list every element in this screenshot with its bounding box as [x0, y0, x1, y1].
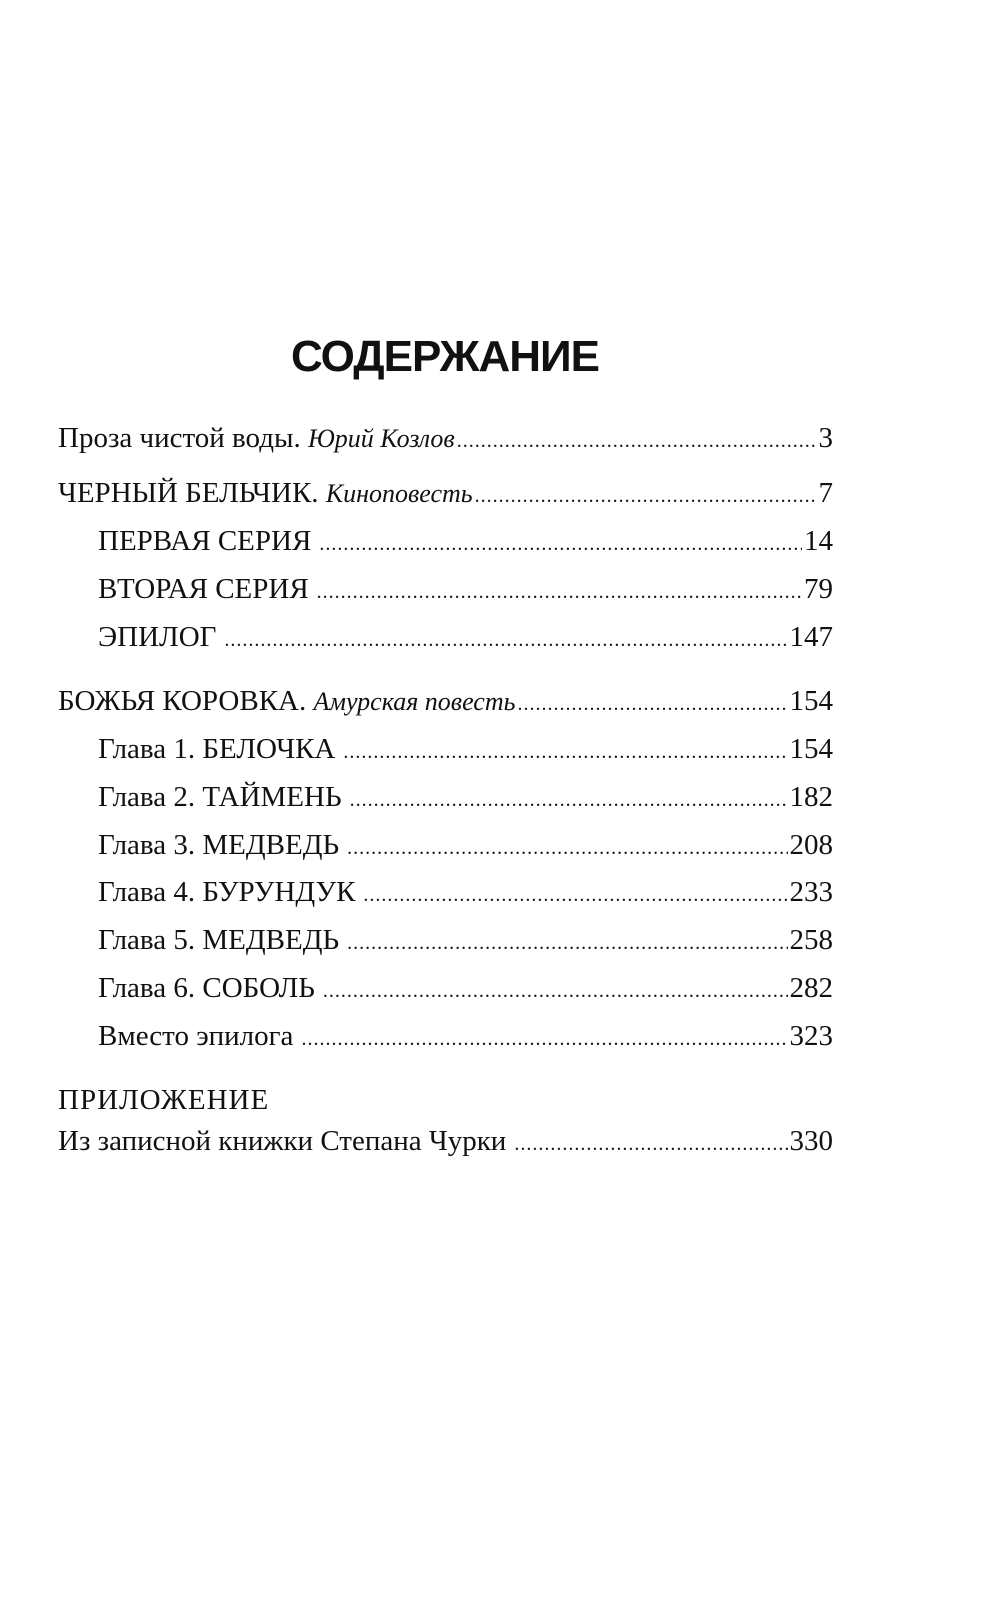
dot-leader [323, 973, 788, 1009]
appendix-heading: ПРИЛОЖЕНИЕ [58, 1084, 270, 1116]
toc-entry-page: 154 [789, 733, 834, 765]
toc-entry-title: ВТОРАЯ СЕРИЯ [98, 571, 309, 607]
toc-entry[interactable]: ЭПИЛОГ 147 [98, 619, 833, 655]
toc-entry-page: 323 [789, 1020, 834, 1052]
toc-entry-title: Глава 3. МЕДВЕДЬ [98, 827, 339, 863]
toc-entry[interactable]: ВТОРАЯ СЕРИЯ 79 [98, 571, 833, 607]
toc-entry-text: Проза чистой воды. [58, 422, 301, 454]
toc-entry[interactable]: ПЕРВАЯ СЕРИЯ 14 [98, 523, 833, 559]
toc-entry-page: 3 [818, 422, 834, 454]
toc-entry-title: Глава 1. БЕЛОЧКА [98, 731, 335, 767]
toc-entry[interactable]: Глава 3. МЕДВЕДЬ 208 [98, 827, 833, 863]
dot-leader [343, 734, 787, 770]
toc-entry-text: ЭПИЛОГ [98, 621, 217, 653]
toc-entry-title: Глава 5. МЕДВЕДЬ [98, 922, 339, 958]
toc-entry[interactable]: Вместо эпилога 323 [98, 1018, 833, 1054]
dot-leader [514, 1126, 787, 1162]
toc-entry-title: БОЖЬЯ КОРОВКА. Амурская повесть [58, 683, 515, 720]
toc-entry-page: 208 [789, 829, 834, 861]
toc-entry-page: 330 [789, 1125, 834, 1157]
toc-entry-text: Глава 6. СОБОЛЬ [98, 972, 315, 1004]
toc-entry-title: Вместо эпилога [98, 1018, 293, 1054]
toc-entry-title: Глава 4. БУРУНДУК [98, 874, 355, 910]
toc-entry-text: Глава 2. ТАЙМЕНЬ [98, 781, 342, 813]
toc-entry-text: БОЖЬЯ КОРОВКА. [58, 685, 307, 717]
toc-entry-text: ВТОРАЯ СЕРИЯ [98, 573, 309, 605]
dot-leader [363, 877, 787, 913]
toc-entry-page: 79 [804, 573, 833, 605]
page-title: СОДЕРЖАНИЕ [290, 332, 600, 381]
toc-entry[interactable]: Глава 6. СОБОЛЬ 282 [98, 970, 833, 1006]
toc-entry-text: ЧЕРНЫЙ БЕЛЬЧИК. [58, 477, 319, 509]
dot-leader [347, 830, 787, 866]
toc-entry-page: 182 [789, 781, 834, 813]
toc-entry-title: Проза чистой воды. Юрий Козлов [58, 420, 455, 457]
toc-entry-text: Вместо эпилога [98, 1020, 294, 1052]
dot-leader [457, 423, 817, 459]
toc-entry[interactable]: Глава 1. БЕЛОЧКА 154 [98, 731, 833, 767]
toc-entry-text: Глава 4. БУРУНДУК [98, 876, 356, 908]
dot-leader [317, 574, 802, 610]
dot-leader [475, 478, 817, 514]
toc-entry-page: 154 [789, 685, 834, 717]
toc-entry-appendix[interactable]: Из записной книжки Степана Чурки 330 [58, 1123, 833, 1159]
toc-entry-page: 258 [789, 924, 834, 956]
toc-entry-page: 7 [818, 477, 834, 509]
toc-entry-text: Глава 3. МЕДВЕДЬ [98, 829, 340, 861]
toc-entry[interactable]: ЧЕРНЫЙ БЕЛЬЧИК. Киноповесть 7 [58, 475, 833, 511]
dot-leader [301, 1021, 787, 1057]
toc-entry-page: 282 [789, 972, 834, 1004]
toc-entry-title: ЧЕРНЫЙ БЕЛЬЧИК. Киноповесть [58, 475, 473, 512]
toc-entry-title: ЭПИЛОГ [98, 619, 216, 655]
toc-entry-page: 14 [804, 525, 833, 557]
toc-entry[interactable]: Глава 4. БУРУНДУК 233 [98, 874, 833, 910]
toc-entry-subtitle: Амурская повесть [313, 687, 516, 716]
dot-leader [517, 686, 787, 722]
toc-entry-text: Глава 1. БЕЛОЧКА [98, 733, 336, 765]
toc-entry[interactable]: Глава 2. ТАЙМЕНЬ 182 [98, 779, 833, 815]
toc-entry-title: Глава 2. ТАЙМЕНЬ [98, 779, 342, 815]
toc-entry-title: Из записной книжки Степана Чурки [58, 1125, 507, 1157]
toc-entry[interactable]: Глава 5. МЕДВЕДЬ 258 [98, 922, 833, 958]
toc-entry[interactable]: Проза чистой воды. Юрий Козлов 3 [58, 420, 833, 456]
toc-entry-title: Глава 6. СОБОЛЬ [98, 970, 315, 1006]
toc-entry-text: Глава 5. МЕДВЕДЬ [98, 924, 340, 956]
toc-entry-text: ПЕРВАЯ СЕРИЯ [98, 525, 312, 557]
toc-entry-title: ПЕРВАЯ СЕРИЯ [98, 523, 311, 559]
dot-leader [347, 925, 787, 961]
dot-leader [350, 782, 788, 818]
toc-entry[interactable]: БОЖЬЯ КОРОВКА. Амурская повесть 154 [58, 683, 833, 719]
toc-entry-page: 147 [789, 621, 834, 653]
dot-leader [224, 622, 787, 658]
toc-entry-page: 233 [789, 876, 834, 908]
dot-leader [319, 526, 802, 562]
toc-entry-subtitle: Юрий Козлов [307, 424, 455, 453]
toc-entry-subtitle: Киноповесть [325, 479, 473, 508]
